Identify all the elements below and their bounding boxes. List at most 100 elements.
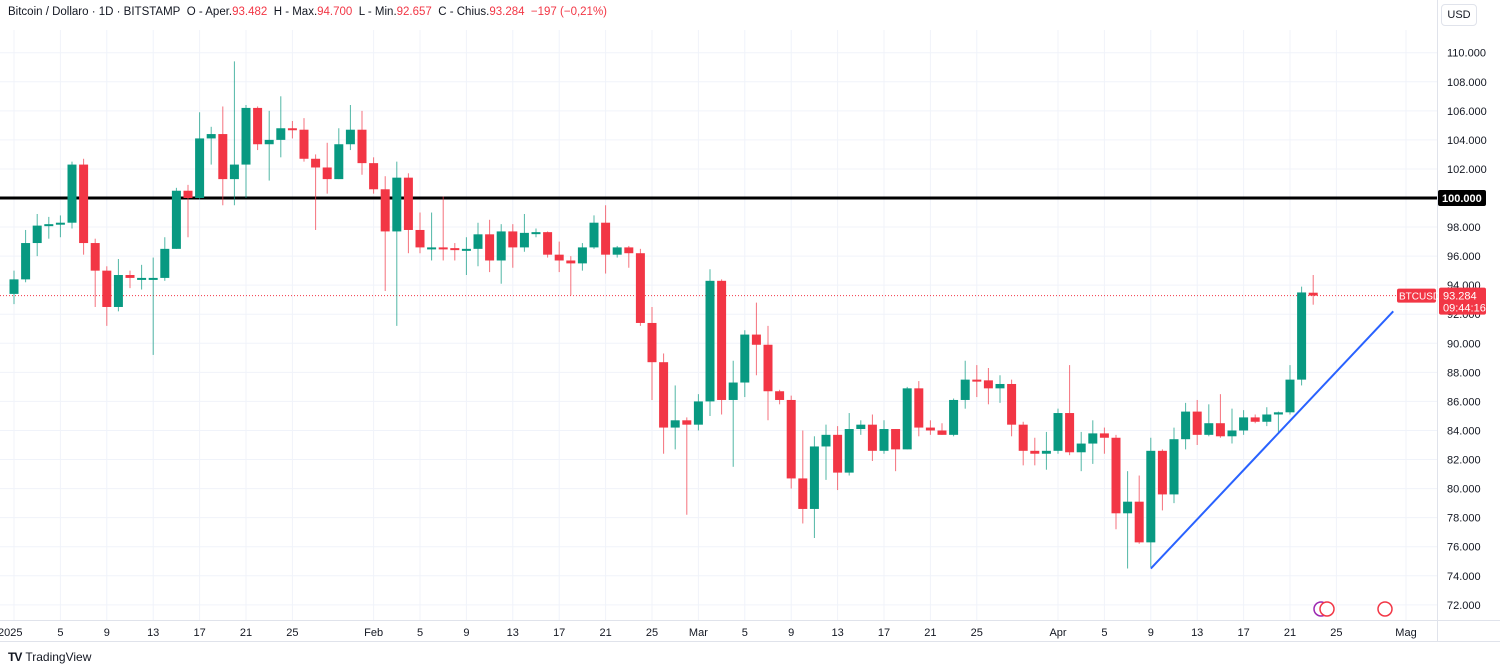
low-label: L - Min. bbox=[358, 6, 397, 18]
y-tick-label: 78.000 bbox=[1447, 513, 1481, 525]
x-tick-label: 17 bbox=[878, 627, 890, 639]
candle-body bbox=[566, 260, 576, 264]
y-tick-label: 108.000 bbox=[1447, 77, 1487, 89]
candle-body bbox=[925, 427, 935, 431]
candle-body bbox=[659, 362, 669, 428]
high-value: 94.700 bbox=[317, 6, 353, 18]
x-tick-label: 25 bbox=[1330, 627, 1342, 639]
tradingview-logo-icon: TV bbox=[8, 650, 22, 664]
candle-body bbox=[1065, 413, 1075, 453]
tradingview-brand[interactable]: TV TradingView bbox=[8, 650, 91, 664]
y-tick-label: 104.000 bbox=[1447, 135, 1487, 147]
candle-body bbox=[253, 107, 263, 145]
candle-body bbox=[554, 254, 564, 261]
candle-body bbox=[1111, 437, 1121, 514]
candle-body bbox=[775, 391, 785, 400]
y-tick-label: 106.000 bbox=[1447, 106, 1487, 118]
candle-body bbox=[380, 189, 390, 232]
chart-legend: Bitcoin / Dollaro · 1D · BITSTAMP O - Ap… bbox=[8, 6, 607, 18]
candle-body bbox=[485, 234, 495, 261]
candle-body bbox=[1181, 411, 1191, 440]
economic-event-flag-icon[interactable] bbox=[1319, 601, 1335, 617]
y-tick-label: 72.000 bbox=[1447, 600, 1481, 612]
candle-body bbox=[461, 248, 471, 251]
candle-body bbox=[1273, 412, 1283, 415]
x-tick-label: 25 bbox=[286, 627, 298, 639]
candle-body bbox=[693, 401, 703, 425]
open-label: O - Aper. bbox=[186, 6, 233, 18]
candle-body bbox=[786, 399, 796, 479]
candle-body bbox=[1250, 417, 1260, 422]
candle-body bbox=[705, 280, 715, 402]
candle-body bbox=[670, 420, 680, 428]
candle-body bbox=[635, 253, 645, 323]
candle-body bbox=[392, 177, 402, 232]
candle-body bbox=[682, 420, 692, 425]
candle-body bbox=[67, 164, 77, 223]
x-tick-label: 5 bbox=[742, 627, 748, 639]
x-tick-label: 21 bbox=[924, 627, 936, 639]
price-countdown: 09:44:16 bbox=[1443, 303, 1486, 315]
candle-body bbox=[438, 247, 448, 250]
x-tick-label: Mag bbox=[1395, 627, 1416, 639]
candle-body bbox=[763, 344, 773, 392]
y-tick-label: 86.000 bbox=[1447, 396, 1481, 408]
y-tick-label: 74.000 bbox=[1447, 571, 1481, 583]
candle-body bbox=[995, 383, 1005, 389]
candle-body bbox=[601, 222, 611, 255]
price-tag-bg bbox=[1439, 287, 1486, 315]
y-tick-label: 88.000 bbox=[1447, 367, 1481, 379]
candle-body bbox=[311, 158, 321, 168]
y-tick-label: 84.000 bbox=[1447, 425, 1481, 437]
candle-body bbox=[624, 247, 634, 254]
candle-body bbox=[612, 247, 622, 255]
candle-body bbox=[1169, 439, 1179, 495]
candle-body bbox=[1227, 430, 1237, 437]
candle-body bbox=[1123, 501, 1133, 514]
candle-body bbox=[1204, 423, 1214, 435]
candle-body bbox=[241, 107, 251, 165]
x-tick-label: 9 bbox=[788, 627, 794, 639]
candle-body bbox=[972, 379, 982, 382]
brand-name: TradingView bbox=[25, 650, 92, 664]
currency-button[interactable]: USD bbox=[1441, 4, 1477, 26]
economic-event-flag-icon[interactable] bbox=[1377, 601, 1393, 617]
x-tick-label: 21 bbox=[599, 627, 611, 639]
candle-body bbox=[345, 129, 355, 145]
y-tick-label: 90.000 bbox=[1447, 338, 1481, 350]
candle-body bbox=[403, 177, 413, 230]
candle-body bbox=[1018, 424, 1028, 451]
x-tick-label: 5 bbox=[57, 627, 63, 639]
candle-body bbox=[809, 446, 819, 509]
candle-body bbox=[55, 222, 65, 225]
candle-body bbox=[90, 243, 100, 271]
close-label: C - Chius. bbox=[438, 6, 490, 18]
candle-body bbox=[856, 424, 866, 430]
low-value: 92.657 bbox=[396, 6, 432, 18]
candle-body bbox=[1308, 292, 1318, 296]
candle-body bbox=[195, 138, 205, 198]
candle-body bbox=[960, 379, 970, 400]
candle-body bbox=[821, 434, 831, 447]
x-tick-label: 9 bbox=[104, 627, 110, 639]
candle-body bbox=[102, 270, 112, 307]
x-tick-label: 21 bbox=[240, 627, 252, 639]
candle-body bbox=[113, 275, 123, 307]
candle-body bbox=[1099, 433, 1109, 438]
candle-body bbox=[79, 164, 89, 244]
candle-body bbox=[299, 129, 309, 159]
candle-body bbox=[9, 279, 19, 294]
x-tick-label: 2025 bbox=[0, 627, 22, 639]
candle-body bbox=[357, 129, 367, 164]
x-tick-label: 25 bbox=[971, 627, 983, 639]
level-label-bg bbox=[1438, 190, 1486, 206]
candle-body bbox=[949, 399, 959, 435]
candle-body bbox=[519, 232, 529, 248]
candle-body bbox=[276, 128, 286, 140]
candle-body bbox=[1041, 450, 1051, 454]
x-tick-label: 21 bbox=[1284, 627, 1296, 639]
candle-body bbox=[334, 144, 344, 180]
candle-body bbox=[1157, 450, 1167, 495]
candle-body bbox=[728, 382, 738, 400]
